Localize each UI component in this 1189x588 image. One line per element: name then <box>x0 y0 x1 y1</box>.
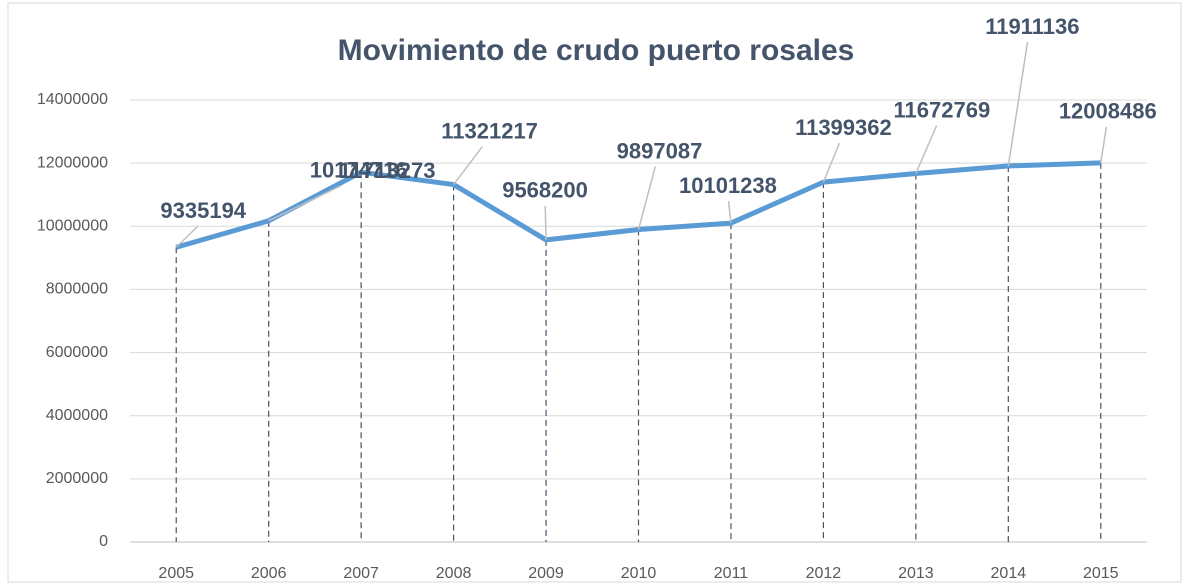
x-tick-label: 2011 <box>714 565 749 582</box>
data-label: 12008486 <box>1059 99 1157 124</box>
x-tick-label: 2009 <box>528 565 564 582</box>
data-label: 10101238 <box>679 173 777 198</box>
x-tick-label: 2013 <box>898 565 934 582</box>
y-tick-label: 6000000 <box>46 344 108 361</box>
y-tick-label: 14000000 <box>37 91 108 108</box>
data-label: 10174716 <box>310 158 408 183</box>
x-tick-label: 2015 <box>1083 565 1119 582</box>
leader-line <box>268 185 342 222</box>
data-label: 11713273 <box>339 158 436 183</box>
x-tick-label: 2014 <box>991 565 1027 582</box>
x-tick-label: 2005 <box>158 565 194 582</box>
x-tick-label: 2008 <box>436 565 472 582</box>
y-tick-label: 0 <box>99 533 108 550</box>
x-tick-label: 2007 <box>343 565 379 582</box>
data-label: 11911136 <box>985 14 1079 39</box>
x-tick-label: 2006 <box>251 565 287 582</box>
x-tick-label: 2010 <box>621 565 657 582</box>
y-tick-label: 10000000 <box>37 218 108 235</box>
y-tick-label: 2000000 <box>46 470 108 487</box>
data-label: 9897087 <box>617 138 703 163</box>
chart-title: Movimiento de crudo puerto rosales <box>338 34 855 67</box>
data-label: 11321217 <box>441 118 538 143</box>
y-tick-label: 12000000 <box>37 154 108 171</box>
leader-line <box>175 225 199 248</box>
leader-line <box>727 201 732 224</box>
chart-frame <box>7 2 1182 583</box>
leader-line <box>822 142 841 183</box>
leader-line <box>637 166 657 230</box>
y-tick-label: 4000000 <box>46 407 108 424</box>
data-label: 9335194 <box>160 198 246 223</box>
leader-line <box>915 125 938 174</box>
x-tick-label: 2012 <box>806 565 842 582</box>
data-label: 9568200 <box>502 178 588 203</box>
data-label: 11672769 <box>894 97 991 122</box>
leader-line <box>544 205 547 240</box>
y-tick-label: 8000000 <box>46 281 108 298</box>
data-label: 11399362 <box>795 115 892 140</box>
line <box>175 160 1101 250</box>
leader-line <box>1100 126 1108 163</box>
leader-line <box>1007 41 1029 167</box>
leader-line <box>452 146 483 186</box>
